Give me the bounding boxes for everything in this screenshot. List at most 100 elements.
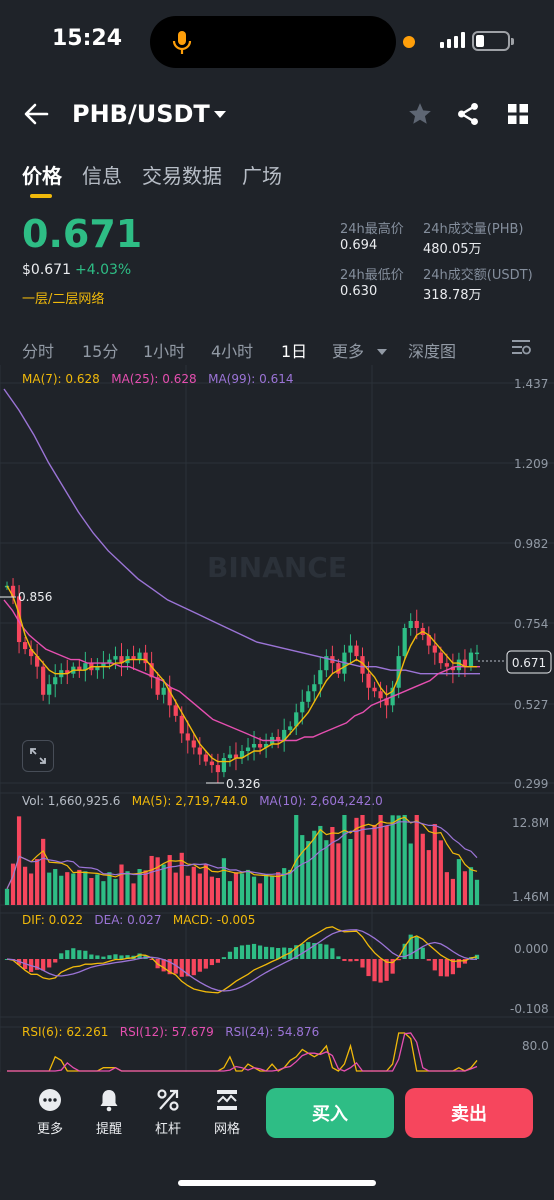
macd-bar (83, 950, 88, 959)
pair-dropdown-icon[interactable] (212, 106, 228, 125)
chart-settings-icon[interactable] (510, 336, 532, 362)
share-icon[interactable] (452, 98, 484, 130)
macd-bar (342, 959, 347, 961)
tab-price[interactable]: 价格 (22, 164, 62, 188)
active-tab-indicator (30, 194, 52, 198)
fullscreen-button[interactable] (22, 740, 54, 772)
volume-bar (360, 815, 365, 905)
macd-bar (209, 959, 214, 966)
tab-square[interactable]: 广场 (242, 164, 282, 188)
leverage-button[interactable]: 杠杆 (146, 1088, 190, 1137)
candle-body (318, 670, 323, 685)
macd-y-tick: 0.000 (514, 942, 548, 956)
rsi12-legend: RSI(12): 57.679 (119, 1025, 214, 1039)
volume-bar (101, 881, 106, 905)
candle-body (360, 656, 365, 674)
candle-body (41, 666, 46, 695)
vol-legend: Vol: 1,660,925.6 (22, 794, 121, 808)
favorite-star-icon[interactable] (404, 98, 436, 130)
chart-grid (0, 365, 554, 1072)
privacy-indicator-dot (403, 36, 415, 48)
more-button[interactable]: 更多 (28, 1088, 72, 1137)
ma-legend: MA(7): 0.628 MA(25): 0.628 MA(99): 0.614 (22, 372, 294, 386)
macd-bar (251, 943, 257, 959)
candle-body (143, 652, 148, 664)
volume-bar (263, 874, 269, 905)
interval-1d[interactable]: 1日 (281, 342, 308, 361)
low-annotation: 0.326 (226, 777, 260, 791)
tab-trading-data[interactable]: 交易数据 (142, 164, 222, 188)
candle-body (426, 635, 431, 646)
y-tick-label: 0.982 (514, 537, 548, 551)
macd-bar (215, 959, 221, 963)
pair-title[interactable]: PHB/USDT (72, 100, 210, 128)
macd-bar (294, 945, 299, 959)
candle-body (47, 684, 52, 695)
macd-bar (197, 959, 202, 972)
volume-y-tick: 1.46M (512, 890, 549, 904)
kline-chart[interactable]: BINANCE 1.437 1.209 0.982 0.754 0.527 0.… (0, 365, 554, 1072)
interval-4h[interactable]: 4小时 (211, 342, 254, 361)
candle-body (288, 726, 293, 730)
status-time: 15:24 (52, 26, 123, 51)
candle-body (95, 666, 100, 671)
volume-bar (348, 839, 353, 905)
ma99-legend: MA(99): 0.614 (208, 372, 294, 386)
interval-15m[interactable]: 15分 (82, 342, 119, 361)
expand-icon (30, 748, 46, 764)
macd-bar (438, 959, 443, 977)
macd-value-legend: MACD: -0.005 (172, 913, 256, 927)
candle-body (366, 673, 371, 688)
buy-button[interactable]: 买入 (266, 1088, 394, 1138)
candle-body (257, 743, 263, 748)
volume-bar (131, 883, 136, 905)
rsi6-legend: RSI(6): 62.261 (22, 1025, 109, 1039)
candle-body (474, 652, 480, 655)
candlesticks (4, 578, 480, 784)
macd-bar (414, 936, 419, 959)
grid-trading-button[interactable]: 网格 (205, 1088, 249, 1137)
interval-1h[interactable]: 1小时 (143, 342, 186, 361)
candle-body (263, 743, 269, 748)
volume-bar (408, 843, 413, 905)
sell-button[interactable]: 卖出 (405, 1088, 533, 1138)
more-dropdown-icon[interactable] (376, 342, 388, 361)
alert-button[interactable]: 提醒 (87, 1088, 131, 1137)
candle-body (251, 743, 257, 748)
macd-bar (173, 959, 178, 974)
more-dots-icon (39, 1089, 61, 1111)
network-tag[interactable]: 一层/二层网络 (22, 292, 105, 307)
interval-more[interactable]: 更多 (332, 342, 365, 361)
grid-menu-icon[interactable] (502, 98, 534, 130)
y-tick-label: 0.299 (514, 777, 548, 791)
volume-bar (432, 824, 437, 905)
back-arrow-icon[interactable] (20, 98, 52, 130)
interval-timeshare[interactable]: 分时 (22, 342, 55, 361)
macd-bar (71, 948, 76, 959)
interval-depth-chart[interactable]: 深度图 (408, 342, 457, 361)
volume-bar (83, 871, 88, 905)
volume-bar (29, 873, 34, 905)
volume-bar (173, 872, 178, 905)
macd-bar (113, 954, 118, 959)
ma99-line (3, 388, 480, 675)
macd-bar (336, 956, 341, 959)
dif-line (6, 926, 478, 994)
candle-body (282, 729, 287, 741)
macd-bar (119, 955, 124, 959)
volume-bar (227, 881, 233, 905)
volume-bar (107, 872, 112, 905)
candle-body (83, 663, 88, 671)
volume-bar (95, 874, 100, 905)
volume-bar (288, 869, 293, 905)
volume-bar (167, 855, 172, 905)
volume-legend: Vol: 1,660,925.6 MA(5): 2,719,744.0 MA(1… (22, 794, 383, 808)
volume-bar (354, 817, 359, 905)
tab-info[interactable]: 信息 (82, 164, 122, 188)
rsi-y-tick: 80.0 (522, 1039, 549, 1053)
macd-bar (360, 959, 365, 968)
macd-bar (354, 959, 359, 962)
candle-body (137, 652, 142, 660)
macd-bar (89, 954, 94, 959)
volume-bar (215, 878, 221, 905)
